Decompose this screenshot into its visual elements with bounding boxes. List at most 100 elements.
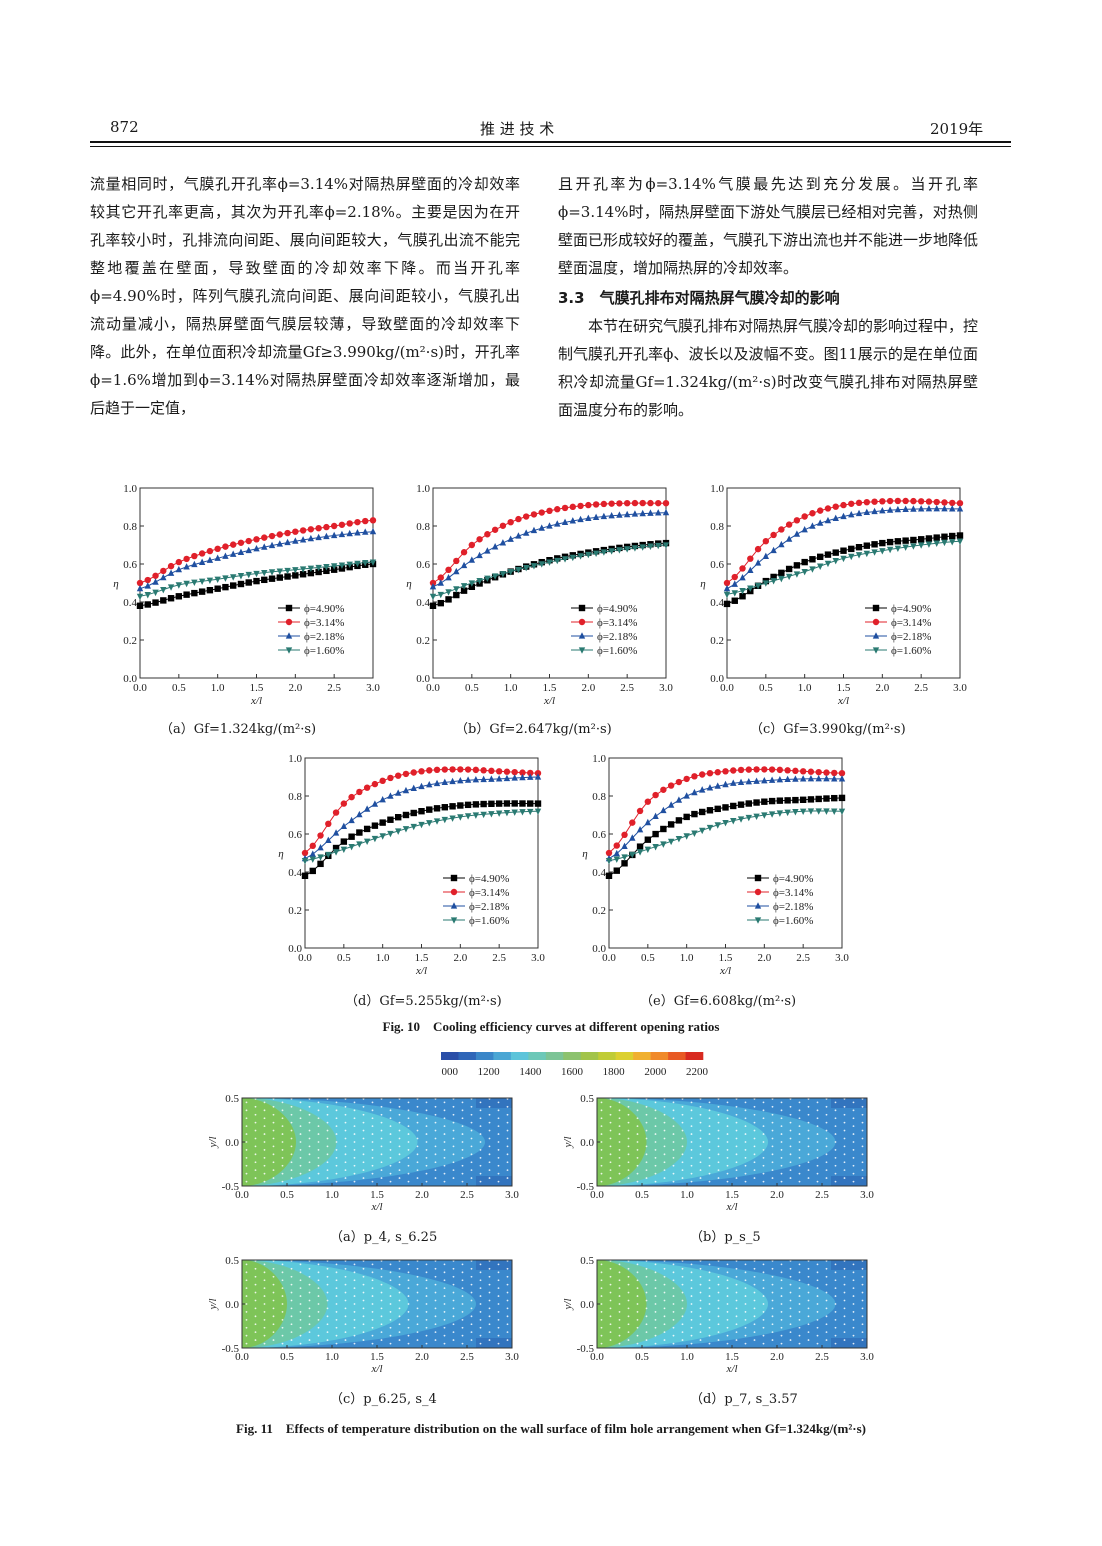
film-hole (816, 1117, 819, 1120)
film-hole (443, 1125, 446, 1128)
film-hole (299, 1164, 302, 1167)
data-point (484, 575, 491, 583)
data-point (585, 551, 592, 559)
data-point (631, 545, 639, 552)
film-hole (362, 1331, 365, 1334)
data-point (214, 585, 221, 592)
film-hole (497, 1125, 500, 1128)
film-hole (272, 1129, 275, 1132)
data-point (644, 846, 652, 853)
film-hole (717, 1161, 720, 1164)
x-tick-label: 1.0 (325, 1189, 339, 1201)
film-hole (636, 1172, 639, 1175)
data-point (468, 583, 476, 590)
film-hole (497, 1117, 500, 1120)
series-1 (605, 766, 846, 857)
legend-entry: ϕ=4.90% (469, 873, 509, 885)
film-hole (281, 1149, 284, 1151)
film-hole (470, 1291, 473, 1294)
film-hole (245, 1149, 248, 1151)
film-hole (245, 1133, 248, 1135)
y-tick-label: 0.8 (710, 521, 724, 533)
film-hole (488, 1291, 491, 1294)
data-point (592, 501, 600, 508)
data-point (730, 818, 737, 825)
data-point (949, 539, 956, 546)
film-hole (843, 1121, 846, 1124)
data-point (276, 531, 283, 538)
film-hole (663, 1283, 666, 1286)
film-hole (452, 1275, 455, 1278)
fig11-subcaption-a: （a）p_4, s_6.25 (330, 1230, 438, 1245)
data-point (395, 814, 402, 821)
film-hole (609, 1153, 612, 1156)
film-hole (708, 1326, 711, 1329)
film-hole (488, 1129, 491, 1132)
legend-entry: ϕ=2.18% (304, 631, 344, 643)
film-hole (861, 1267, 864, 1270)
film-hole (627, 1307, 630, 1310)
film-hole (281, 1109, 284, 1112)
film-hole (245, 1295, 248, 1297)
data-point (167, 584, 175, 591)
data-point (761, 777, 768, 784)
film-hole (627, 1275, 630, 1278)
film-hole (335, 1318, 338, 1321)
film-hole (326, 1129, 329, 1132)
film-hole (371, 1326, 374, 1329)
y-tick-label: 0.0 (288, 943, 302, 955)
film-hole (609, 1267, 612, 1270)
film-hole (789, 1177, 792, 1179)
data-point (323, 567, 330, 575)
film-hole (335, 1279, 338, 1282)
film-hole (326, 1339, 329, 1341)
film-hole (245, 1101, 248, 1104)
data-point (534, 773, 542, 780)
data-point (706, 784, 714, 791)
film-hole (672, 1156, 675, 1159)
y-tick-label: 0.8 (416, 521, 430, 533)
data-point (183, 563, 190, 570)
film-hole (771, 1315, 774, 1318)
film-hole (389, 1287, 392, 1290)
film-hole (353, 1334, 356, 1337)
data-point (527, 800, 534, 807)
film-hole (771, 1299, 774, 1302)
film-hole (497, 1295, 500, 1297)
data-point (613, 867, 620, 874)
film-hole (254, 1129, 257, 1132)
data-point (785, 565, 793, 573)
data-point (621, 842, 628, 850)
film-hole (663, 1307, 666, 1310)
film-hole (308, 1323, 311, 1326)
film-hole (753, 1275, 756, 1278)
film-hole (618, 1164, 621, 1167)
film-hole (762, 1318, 765, 1321)
data-point (230, 550, 237, 557)
film-hole (362, 1315, 365, 1318)
film-hole (371, 1180, 374, 1183)
x-tick-label: 0.0 (590, 1189, 604, 1201)
data-point (460, 587, 468, 594)
film-hole (434, 1153, 437, 1156)
data-point (348, 844, 355, 851)
film-hole (798, 1117, 801, 1120)
film-hole (807, 1169, 810, 1172)
data-point (910, 543, 917, 550)
film-hole (281, 1326, 284, 1329)
film-hole (780, 1326, 783, 1329)
film-hole (762, 1133, 765, 1135)
film-hole (645, 1169, 648, 1172)
data-point (538, 509, 545, 516)
film-hole (488, 1275, 491, 1278)
data-point (838, 794, 846, 802)
film-hole (281, 1101, 284, 1104)
data-point (460, 583, 468, 590)
film-hole (290, 1177, 293, 1179)
fig11-caption: Fig. 11 Effects of temperature distribut… (236, 1421, 866, 1436)
film-hole (816, 1263, 819, 1266)
data-point (332, 809, 340, 816)
data-point (362, 528, 369, 535)
y-axis-label: y/l (562, 1299, 574, 1311)
data-point (561, 504, 569, 512)
